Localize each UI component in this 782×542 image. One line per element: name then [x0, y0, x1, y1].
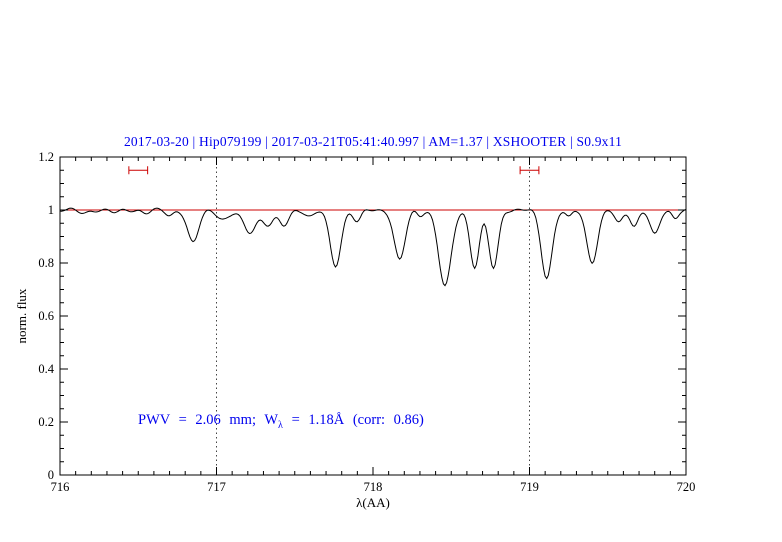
- x-tick-label: 719: [520, 480, 539, 494]
- x-tick-labels: 716 717 718 719 720: [51, 480, 696, 494]
- y-tick-label: 0.2: [38, 415, 54, 429]
- y-axis-label: norm. flux: [14, 288, 29, 344]
- plot-title: 2017-03-20 | Hip079199 | 2017-03-21T05:4…: [50, 134, 696, 150]
- x-tick-label: 716: [51, 480, 70, 494]
- equivalent-width-markers: [128, 166, 540, 175]
- pwv-annotation-pre: PWV = 2.06 mm; W: [138, 412, 279, 428]
- spectrum-line: [59, 207, 687, 287]
- x-axis-label: λ(AA): [356, 495, 390, 510]
- x-tick-label: 718: [364, 480, 383, 494]
- y-tick-label: 0.8: [38, 256, 54, 270]
- y-tick-label: 0.6: [38, 309, 54, 323]
- y-tick-labels: 0 0.2 0.4 0.6 0.8 1 1.2: [38, 150, 54, 482]
- y-tick-label: 1.2: [38, 150, 54, 164]
- pwv-annotation-sub: λ: [278, 419, 283, 431]
- y-tick-label: 0.4: [38, 362, 54, 376]
- pwv-annotation-post: = 1.18Å (corr: 0.86): [282, 412, 424, 428]
- pwv-annotation: PWV = 2.06 mm; Wλ = 1.18Å (corr: 0.86): [138, 412, 424, 431]
- plot-title-text: 2017-03-20 | Hip079199 | 2017-03-21T05:4…: [123, 134, 623, 149]
- x-tick-label: 720: [677, 480, 696, 494]
- reference-vlines: [216, 158, 530, 474]
- y-tick-label: 0: [48, 468, 54, 482]
- y-tick-label: 1: [48, 203, 54, 217]
- x-tick-label: 717: [207, 480, 226, 494]
- axis-ticks: [59, 156, 687, 476]
